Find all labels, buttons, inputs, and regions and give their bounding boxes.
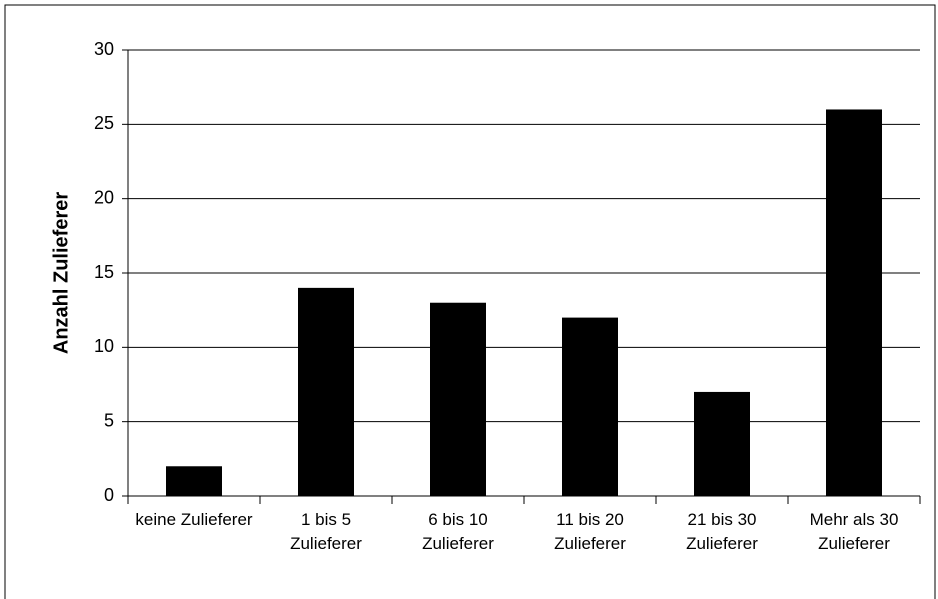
x-tick-label: 11 bis 20 Zulieferer (554, 510, 626, 553)
bar (562, 317, 618, 496)
x-tick-label: 21 bis 30 Zulieferer (686, 510, 758, 553)
x-tick-label: Mehr als 30 Zulieferer (809, 510, 899, 553)
x-tick-label: keine Zulieferer (135, 510, 253, 529)
y-axis-label: Anzahl Zulieferer (50, 192, 72, 354)
y-tick-label: 20 (94, 187, 114, 207)
y-tick-label: 25 (94, 113, 114, 133)
bar (826, 109, 882, 496)
y-tick-label: 0 (104, 485, 114, 505)
bar (298, 287, 354, 496)
x-tick-label: 1 bis 5 Zulieferer (290, 510, 362, 553)
bar (166, 466, 222, 496)
x-tick-label: 6 bis 10 Zulieferer (422, 510, 494, 553)
y-tick-label: 10 (94, 336, 114, 356)
bar (694, 391, 750, 496)
frame (4, 4, 936, 599)
y-tick-label: 30 (94, 39, 114, 59)
y-tick-label: 5 (104, 410, 114, 430)
bar (430, 302, 486, 496)
y-tick-label: 15 (94, 262, 114, 282)
